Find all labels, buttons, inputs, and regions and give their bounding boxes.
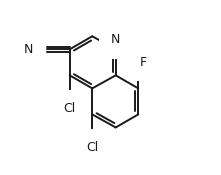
Text: Cl: Cl <box>64 102 76 115</box>
Text: Cl: Cl <box>86 141 98 154</box>
Text: N: N <box>111 33 120 46</box>
Text: F: F <box>140 56 147 69</box>
Text: N: N <box>24 43 33 56</box>
